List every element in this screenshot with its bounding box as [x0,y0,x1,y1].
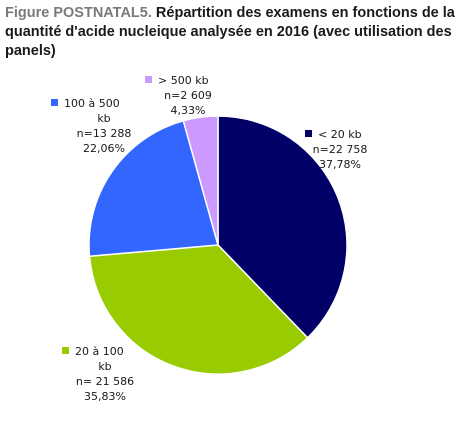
slice-label-line: n=13 288 [77,127,132,140]
slice-label-line: 4,33% [171,104,206,117]
pie-slice [217,115,348,339]
figure-title: Figure POSTNATAL5. Répartition des exame… [5,4,461,61]
pie-slice [182,115,219,246]
slice-label-line: kb [98,360,111,373]
slice-label-line: < 20 kb [318,128,362,141]
legend-marker [145,76,152,83]
pie-slice [88,244,309,375]
slice-label-line: n=2 609 [164,89,212,102]
slice-label-line: kb [97,112,110,125]
legend-marker [51,99,58,106]
legend-marker [62,347,69,354]
slice-label-line: 100 à 500 [64,97,120,110]
slice-label-line: 20 à 100 [75,345,124,358]
slice-label-line: 37,78% [319,158,361,171]
figure-title-text: Répartition des examens en fonctions de … [5,5,455,59]
slice-label: 20 à 100 kb n= 21 586 35,83% [62,345,134,403]
pie-slices [88,115,348,375]
slice-label: < 20 kb n=22 758 37,78% [305,128,367,171]
legend-marker [305,130,312,137]
slice-label: > 500 kb n=2 609 4,33% [145,74,212,117]
slice-label-line: > 500 kb [158,74,209,87]
slice-labels: < 20 kb n=22 758 37,78% 20 à 100 kb n= 21 586… [51,74,367,403]
slice-label: 100 à 500 kb n=13 288 22,06% [51,97,131,155]
slice-label-line: n= 21 586 [76,375,134,388]
slice-label-line: n=22 758 [313,143,368,156]
figure-number: Figure POSTNATAL5. [5,5,152,21]
slice-label-line: 22,06% [83,142,125,155]
pie-slice [88,119,219,258]
slice-label-line: 35,83% [84,390,126,403]
